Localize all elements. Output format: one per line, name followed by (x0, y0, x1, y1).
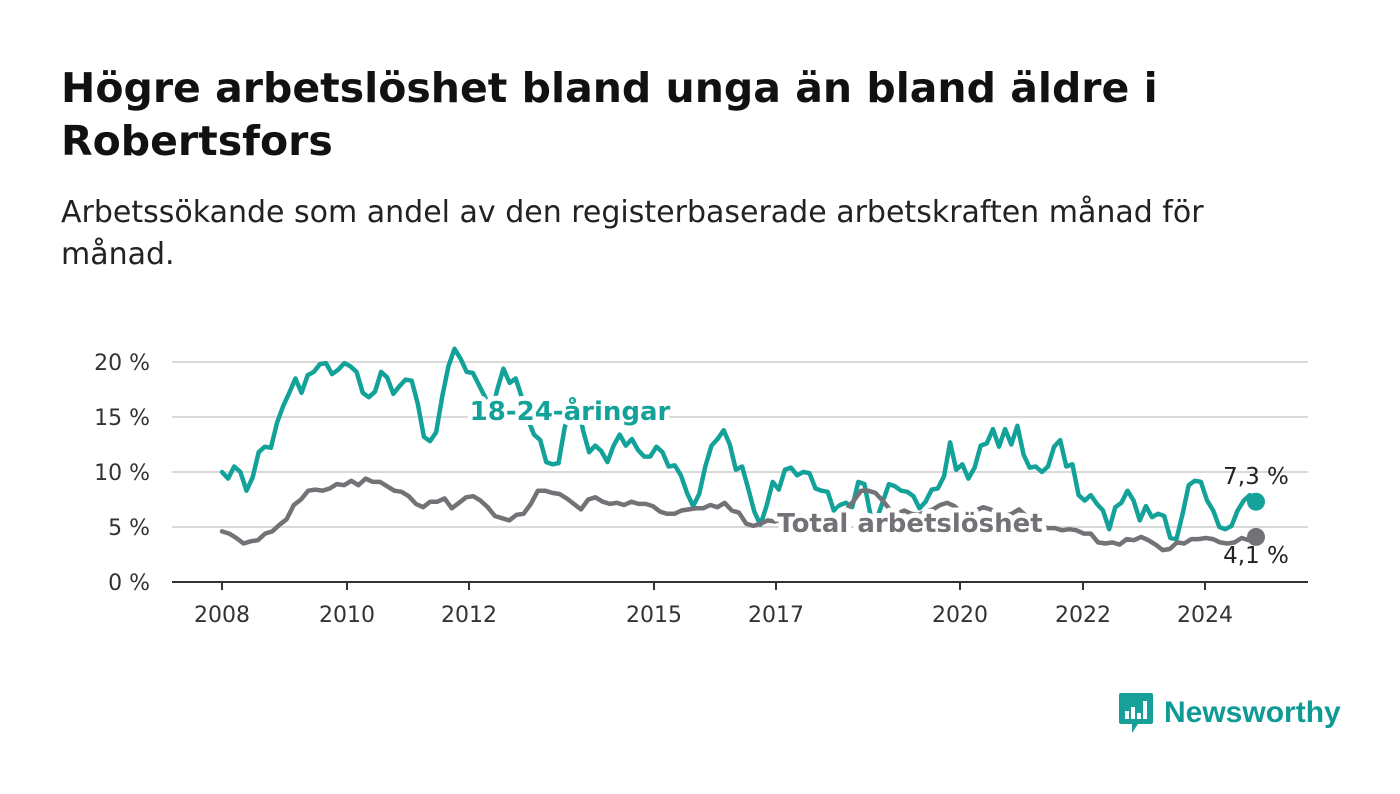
series-name-label: 18-24-åringar (470, 395, 671, 427)
x-tick-label: 2010 (319, 603, 375, 628)
x-tick-label: 2015 (626, 603, 682, 628)
x-tick-label: 2008 (194, 603, 250, 628)
series-label-halo: 18-24-åringar (470, 395, 671, 427)
x-tick-label: 2022 (1055, 603, 1111, 628)
x-axis: 2008 2010 2012 2015 2017 2020 2022 2024 (172, 581, 1308, 628)
series-line-youth (219, 346, 1259, 542)
bar-chart-speech-bubble-icon (1118, 691, 1154, 735)
y-tick-label: 10 % (94, 461, 150, 486)
series-end-dot (1247, 492, 1265, 511)
y-tick-label: 20 % (94, 351, 150, 376)
chart-subtitle: Arbetssökande som andel av den registerb… (61, 195, 1204, 272)
y-tick-label: 15 % (94, 406, 150, 431)
series-lines (219, 346, 1265, 553)
x-tick-label: 2017 (748, 603, 804, 628)
series-name-label: Total arbetslöshet (777, 509, 1042, 539)
x-tick-label: 2024 (1177, 603, 1233, 628)
series-label-halo: Total arbetslöshet (777, 509, 1042, 539)
gridlines (172, 361, 1308, 528)
y-tick-label: 5 % (108, 516, 150, 541)
series-line-total (219, 476, 1259, 553)
x-tick-label: 2020 (932, 603, 988, 628)
newsworthy-logo: Newsworthy (1118, 690, 1341, 736)
chart-title: Högre arbetslöshet bland unga än bland ä… (61, 64, 1158, 165)
x-tick-label: 2012 (441, 603, 497, 628)
series-end-dot (1247, 527, 1265, 546)
y-tick-label: 0 % (108, 571, 150, 596)
y-axis-ticks: 0 % 5 % 10 % 15 % 20 % (94, 351, 150, 596)
series-end-label: 7,3 % (1223, 464, 1289, 490)
series-labels: 7,3 %4,1 %18-24-åringar18-24-åringarTota… (465, 390, 1289, 569)
brand-name: Newsworthy (1164, 696, 1341, 729)
series-end-label: 4,1 % (1223, 543, 1289, 569)
